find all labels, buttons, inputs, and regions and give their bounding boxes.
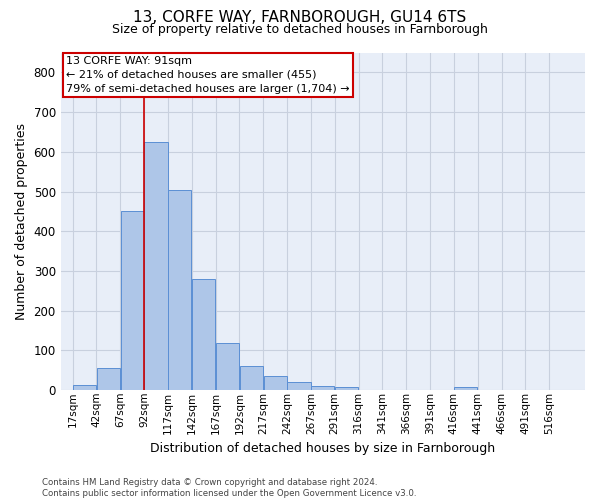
Bar xyxy=(168,190,191,390)
Bar xyxy=(73,385,96,390)
Text: Size of property relative to detached houses in Farnborough: Size of property relative to detached ho… xyxy=(112,22,488,36)
Bar xyxy=(121,212,144,390)
Bar xyxy=(287,382,311,390)
Bar xyxy=(263,376,287,390)
X-axis label: Distribution of detached houses by size in Farnborough: Distribution of detached houses by size … xyxy=(150,442,496,455)
Text: Contains HM Land Registry data © Crown copyright and database right 2024.
Contai: Contains HM Land Registry data © Crown c… xyxy=(42,478,416,498)
Bar xyxy=(311,386,334,390)
Text: 13, CORFE WAY, FARNBOROUGH, GU14 6TS: 13, CORFE WAY, FARNBOROUGH, GU14 6TS xyxy=(133,10,467,25)
Bar xyxy=(216,344,239,390)
Bar xyxy=(145,142,167,390)
Y-axis label: Number of detached properties: Number of detached properties xyxy=(15,123,28,320)
Bar xyxy=(335,387,358,390)
Bar xyxy=(240,366,263,390)
Text: 13 CORFE WAY: 91sqm
← 21% of detached houses are smaller (455)
79% of semi-detac: 13 CORFE WAY: 91sqm ← 21% of detached ho… xyxy=(66,56,350,94)
Bar xyxy=(454,387,478,390)
Bar xyxy=(97,368,120,390)
Bar xyxy=(192,279,215,390)
